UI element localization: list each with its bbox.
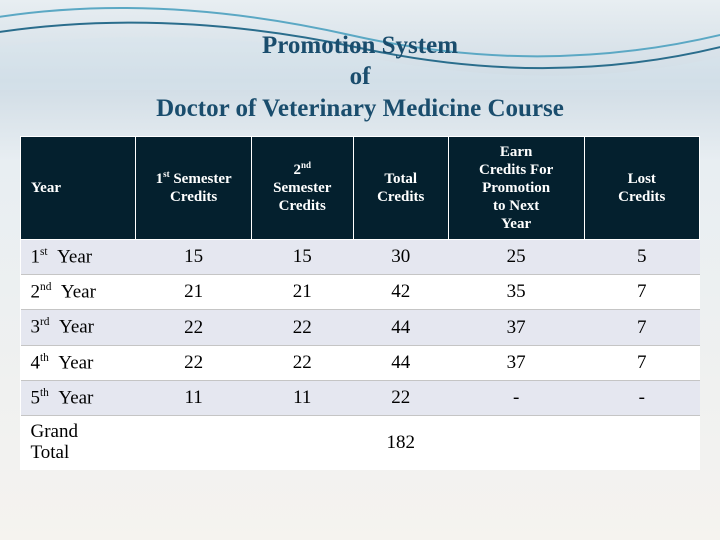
cell-year: 2nd Year bbox=[21, 275, 136, 310]
cell-total: 30 bbox=[353, 239, 448, 274]
col-total: TotalCredits bbox=[353, 136, 448, 239]
cell-earn: 35 bbox=[448, 275, 584, 310]
cell-lost: 5 bbox=[584, 239, 699, 274]
cell-grand-total: 182 bbox=[353, 416, 448, 470]
cell-sem1: 22 bbox=[136, 310, 251, 345]
grand-total-row: GrandTotal 182 bbox=[21, 416, 700, 470]
cell-sem2: 22 bbox=[251, 310, 353, 345]
cell-lost: 7 bbox=[584, 310, 699, 345]
cell-lost: 7 bbox=[584, 345, 699, 380]
title-line-1: Promotion System bbox=[0, 30, 720, 61]
table-header-row: Year 1st SemesterCredits 2ndSemesterCred… bbox=[21, 136, 700, 239]
cell-sem1: 22 bbox=[136, 345, 251, 380]
cell-sem2: 22 bbox=[251, 345, 353, 380]
col-lost: LostCredits bbox=[584, 136, 699, 239]
cell-sem1: 11 bbox=[136, 381, 251, 416]
title-line-3: Doctor of Veterinary Medicine Course bbox=[0, 93, 720, 124]
col-year: Year bbox=[21, 136, 136, 239]
cell-year: 1st Year bbox=[21, 239, 136, 274]
cell-total: 42 bbox=[353, 275, 448, 310]
table-row: 5th Year111122-- bbox=[21, 381, 700, 416]
cell-sem2: 15 bbox=[251, 239, 353, 274]
table-row: 4th Year222244377 bbox=[21, 345, 700, 380]
cell-year: 4th Year bbox=[21, 345, 136, 380]
cell-earn: - bbox=[448, 381, 584, 416]
cell-sem1: 15 bbox=[136, 239, 251, 274]
page-title: Promotion System of Doctor of Veterinary… bbox=[0, 0, 720, 136]
cell-year: 5th Year bbox=[21, 381, 136, 416]
cell-lost: 7 bbox=[584, 275, 699, 310]
cell-grand-label: GrandTotal bbox=[21, 416, 136, 470]
cell-total: 44 bbox=[353, 310, 448, 345]
table-row: 2nd Year212142357 bbox=[21, 275, 700, 310]
col-earn: EarnCredits ForPromotionto NextYear bbox=[448, 136, 584, 239]
cell-earn: 25 bbox=[448, 239, 584, 274]
table-row: 1st Year151530255 bbox=[21, 239, 700, 274]
credits-table: Year 1st SemesterCredits 2ndSemesterCred… bbox=[20, 136, 700, 470]
cell-year: 3rd Year bbox=[21, 310, 136, 345]
table-container: Year 1st SemesterCredits 2ndSemesterCred… bbox=[0, 136, 720, 470]
cell-earn: 37 bbox=[448, 345, 584, 380]
col-sem1: 1st SemesterCredits bbox=[136, 136, 251, 239]
cell-earn: 37 bbox=[448, 310, 584, 345]
table-row: 3rd Year222244377 bbox=[21, 310, 700, 345]
cell-sem2: 11 bbox=[251, 381, 353, 416]
cell-sem1: 21 bbox=[136, 275, 251, 310]
title-line-2: of bbox=[0, 61, 720, 92]
col-sem2: 2ndSemesterCredits bbox=[251, 136, 353, 239]
cell-lost: - bbox=[584, 381, 699, 416]
cell-sem2: 21 bbox=[251, 275, 353, 310]
cell-total: 22 bbox=[353, 381, 448, 416]
cell-total: 44 bbox=[353, 345, 448, 380]
